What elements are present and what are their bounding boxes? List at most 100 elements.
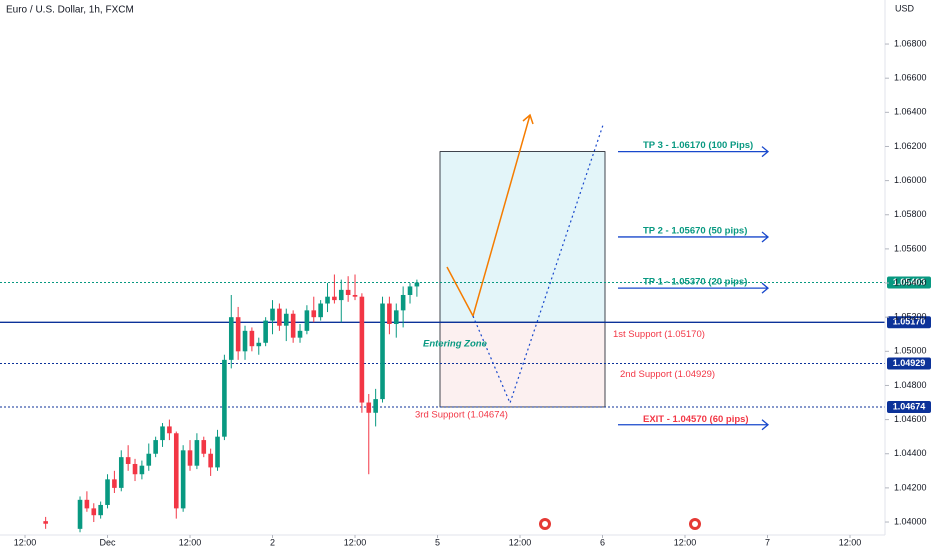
chart-title: Euro / U.S. Dollar, 1h, FXCM (6, 5, 134, 16)
y-tick-label: 1.06000 (894, 175, 927, 185)
candle-body (373, 399, 378, 413)
target-zone (439, 151, 606, 323)
candle-body (98, 504, 103, 516)
candle-body (256, 342, 262, 347)
candle-body (393, 310, 399, 325)
event-flag-inner (692, 521, 698, 527)
zone-label: Entering Zone (423, 339, 488, 350)
price-badge (887, 316, 931, 329)
candle-body (318, 303, 323, 318)
x-tick-label: 7 (765, 537, 770, 547)
x-tick-label: 12:00 (674, 537, 697, 547)
y-tick-label: 1.06800 (894, 38, 927, 48)
x-tick-label: 12:00 (839, 537, 862, 547)
candle-body (407, 286, 413, 295)
candle-body (215, 436, 220, 468)
target-label: TP 3 - 1.06170 (100 Pips) (643, 140, 753, 151)
price-badge-label: 1.05403 (893, 277, 926, 287)
candle-body (43, 521, 48, 524)
candle-body (194, 440, 200, 466)
candle-body (414, 282, 420, 287)
candle-body (345, 289, 351, 295)
x-tick-label: 12:00 (509, 537, 532, 547)
price-lines (0, 282, 885, 408)
candle-body (297, 330, 303, 338)
stop-zone (439, 321, 606, 408)
price-badge (887, 276, 931, 289)
candle-body (173, 433, 179, 509)
candle-body (332, 296, 337, 301)
candle-body (180, 450, 186, 509)
candle-body (338, 289, 344, 301)
price-badge-label: 1.04674 (893, 401, 926, 411)
blue-projection (472, 124, 604, 405)
target-arrowhead (761, 146, 770, 158)
candle-body (132, 463, 138, 475)
target-arrowhead (761, 419, 770, 431)
y-tick-label: 1.05200 (894, 312, 927, 322)
target-label: TP 2 - 1.05670 (50 pips) (643, 225, 747, 236)
candle-body (283, 313, 289, 326)
x-tick-label: 5 (435, 537, 440, 547)
x-tick-label: 12:00 (344, 537, 367, 547)
candle-body (125, 457, 131, 464)
y-tick-label: 1.04200 (894, 482, 927, 492)
candle-body (77, 499, 83, 529)
candle-body (201, 440, 207, 454)
candle-body (84, 499, 90, 509)
candle-body (105, 479, 110, 505)
candle-body (228, 317, 234, 360)
y-tick-label: 1.05400 (894, 277, 927, 287)
target-label: EXIT - 1.04570 (60 pips) (643, 414, 749, 425)
candle-body (146, 453, 152, 466)
candle-body (304, 310, 310, 331)
support-label: 1st Support (1.05170) (613, 329, 705, 340)
y-tick-label: 1.04000 (894, 516, 927, 526)
x-tick-label: 6 (600, 537, 605, 547)
y-tick-label: 1.05800 (894, 209, 927, 219)
candle-body (249, 330, 255, 347)
price-badge (887, 400, 931, 413)
event-flag-inner (542, 521, 548, 527)
candle-body (91, 508, 97, 516)
candle-body (400, 294, 406, 311)
candle-body (118, 457, 124, 488)
candle-body (270, 308, 275, 321)
candle-body (112, 479, 117, 488)
orange-arrowhead (522, 113, 534, 125)
support-label: 2nd Support (1.04929) (620, 369, 715, 380)
candle-body (359, 296, 365, 403)
candle-body (311, 310, 317, 318)
candle-body (277, 308, 282, 326)
target-label: TP 1 - 1.05370 (20 pips) (643, 277, 747, 288)
price-badge-label: 1.04929 (893, 358, 926, 368)
x-tick-label: 2 (270, 537, 275, 547)
candle-body (242, 330, 248, 352)
x-tick-label: Dec (100, 537, 117, 547)
candles (43, 274, 420, 533)
candle-body (366, 402, 372, 413)
target-arrowhead (761, 231, 770, 243)
candle-body (352, 294, 358, 297)
y-tick-label: 1.06600 (894, 73, 927, 83)
support-label: 3rd Support (1.04674) (415, 409, 508, 420)
candle-body (153, 440, 158, 454)
candle-body (380, 303, 385, 400)
candle-body (187, 450, 193, 466)
y-tick-label: 1.04400 (894, 448, 927, 458)
price-badge-label: 1.05170 (893, 317, 926, 327)
overlay: 1.05403 1.05170 1.04929 1.04674 TP 3 - 1.061… (415, 140, 931, 431)
price-badge (887, 357, 931, 370)
y-tick-label: 1.04600 (894, 414, 927, 424)
target-arrowhead (761, 282, 770, 294)
x-tick-label: 12:00 (14, 537, 37, 547)
candle-body (222, 359, 227, 437)
currency-label: USD (895, 3, 915, 13)
y-tick-label: 1.06200 (894, 141, 927, 151)
candle-body (139, 465, 145, 475)
x-tick-label: 12:00 (179, 537, 202, 547)
zone-boxes (439, 151, 606, 408)
candle-body (387, 303, 392, 325)
y-tick-label: 1.04800 (894, 380, 927, 390)
